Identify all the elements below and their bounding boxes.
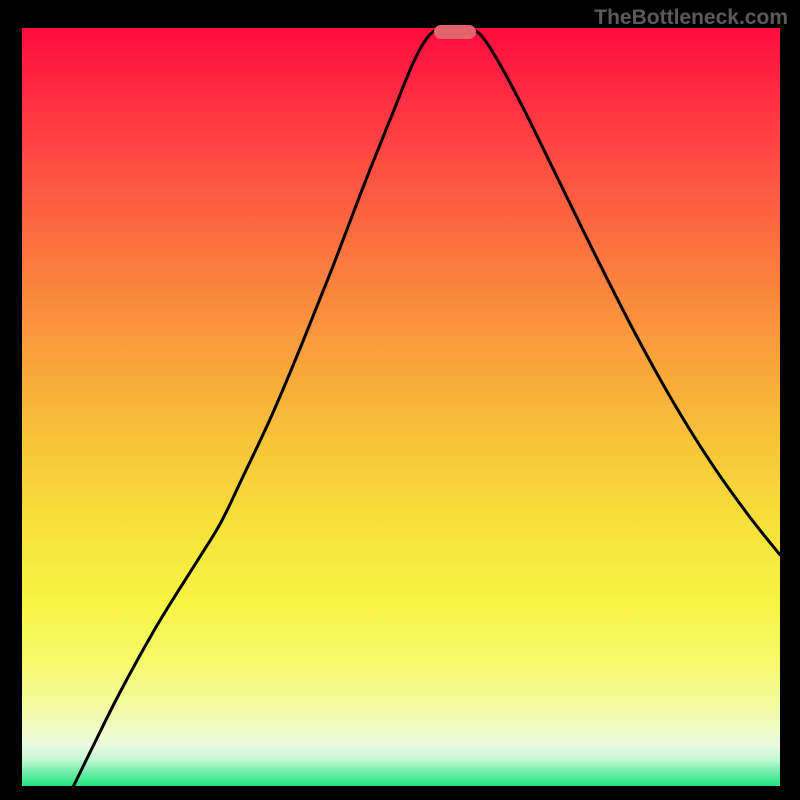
watermark-text: TheBottleneck.com xyxy=(594,6,788,30)
optimal-marker xyxy=(434,25,476,39)
plot-area xyxy=(22,28,780,786)
chart-container: TheBottleneck.com xyxy=(0,0,800,800)
gradient-background xyxy=(22,28,780,786)
plot-svg xyxy=(22,28,780,786)
